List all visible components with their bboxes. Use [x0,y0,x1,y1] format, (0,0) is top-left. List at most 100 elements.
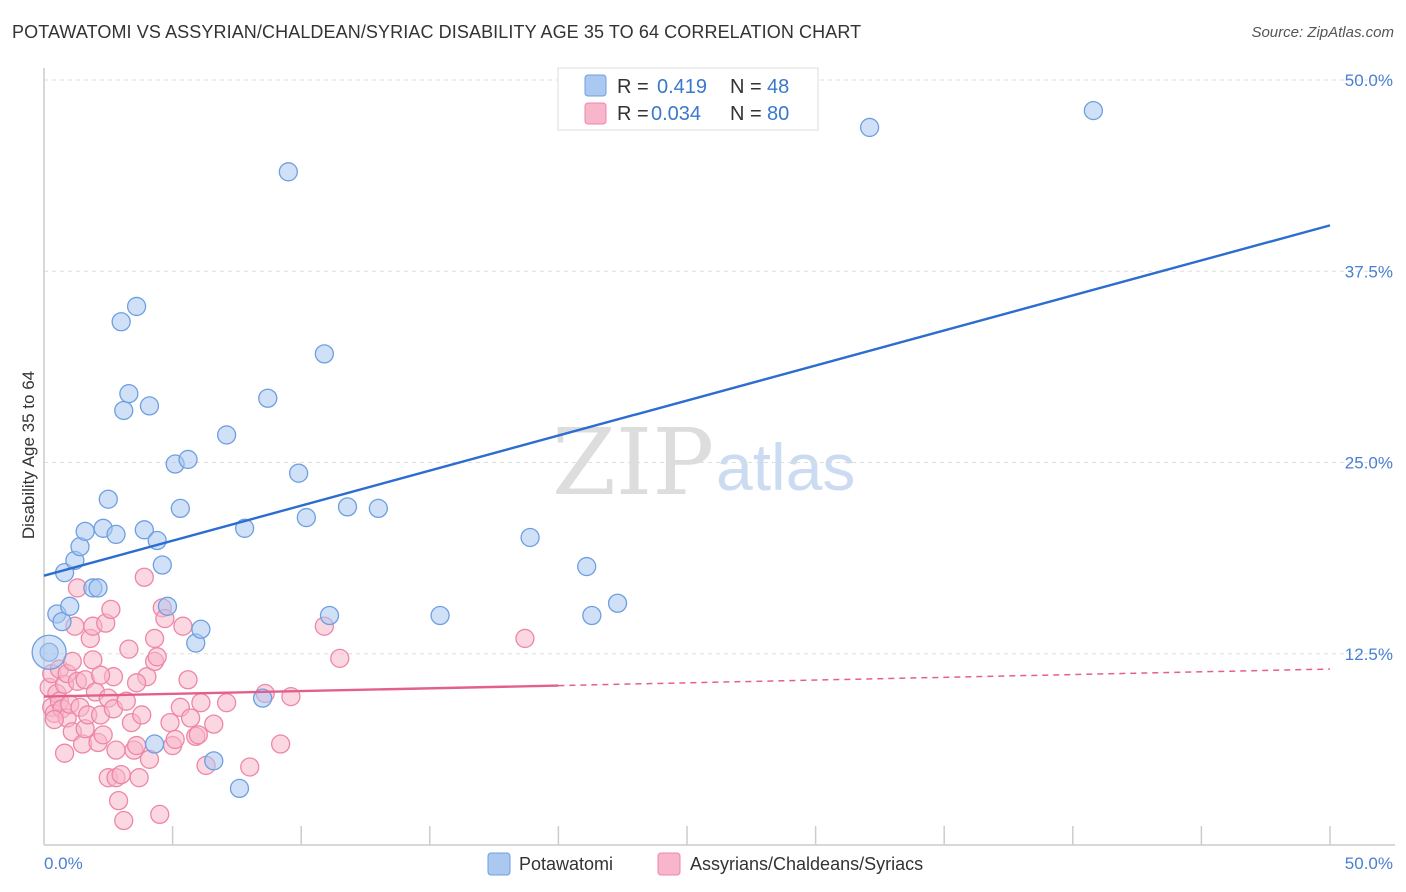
data-point-potawatomi [577,556,597,577]
data-point-assyrians [165,729,185,750]
legend-n-label: N = [730,103,762,125]
trend-line-potawatomi [43,224,1331,577]
data-point-assyrians [270,734,291,754]
trend-lines [43,224,1331,698]
bottom-legend-label: Potawatomi [519,854,613,874]
data-point-potawatomi [60,596,80,616]
data-point-assyrians [119,639,139,659]
data-point-potawatomi [229,778,250,799]
series-potawatomi-points [31,100,1104,799]
y-axis-label: Disability Age 35 to 64 [19,371,38,539]
data-point-assyrians [173,616,193,636]
data-point-potawatomi [152,555,172,575]
legend-n-value: 80 [767,103,789,125]
data-point-potawatomi [368,498,389,519]
data-point-potawatomi [582,605,602,626]
data-point-potawatomi [139,396,160,416]
legend-n-value: 48 [767,76,789,98]
data-point-assyrians [93,725,113,745]
watermark-atlas: atlas [716,430,855,504]
legend-swatch-pink [584,102,607,125]
data-point-potawatomi [234,518,255,538]
data-point-potawatomi [288,463,309,483]
data-point-assyrians [90,665,111,685]
data-point-potawatomi [157,596,178,616]
legend-r-value: 0.419 [657,76,707,98]
y-tick-label: 37.5% [1345,262,1393,281]
data-point-potawatomi [296,507,316,528]
data-point-assyrians [216,693,237,713]
series-legend: Potawatomi Assyrians/Chaldeans/Syriacs [487,852,923,876]
data-point-assyrians [111,764,131,785]
data-point-assyrians [54,743,75,763]
data-point-potawatomi [126,296,147,317]
data-point-assyrians [44,709,64,730]
watermark: ZIP atlas [552,409,855,516]
legend-r-label: R = [617,103,649,125]
data-point-assyrians [204,714,224,734]
data-point-potawatomi [106,524,126,545]
trend-line-assyrians [43,684,559,698]
data-point-assyrians [83,650,103,670]
data-point-potawatomi [216,425,237,445]
bottom-legend-swatch-blue [487,852,511,876]
data-point-assyrians [330,648,350,668]
watermark-zip: ZIP [552,409,714,516]
bottom-legend-label: Assyrians/Chaldeans/Syriacs [690,854,923,874]
data-point-assyrians [134,567,154,587]
data-point-potawatomi [607,593,628,613]
data-point-assyrians [106,740,126,760]
gridlines [44,79,1395,655]
data-point-potawatomi [859,117,880,138]
data-point-potawatomi [178,449,198,470]
data-point-potawatomi [114,400,134,421]
y-tick-label: 50.0% [1345,71,1393,90]
source-label: Source: ZipAtlas.com [1251,24,1394,41]
legend-n-label: N = [730,76,762,98]
tick-labels: 12.5% 25.0% 37.5% 50.0% 0.0% 50.0% [44,71,1393,873]
data-point-potawatomi [88,578,108,598]
legend-swatch-blue [584,74,607,97]
data-point-assyrians [180,708,201,728]
data-point-assyrians [129,768,149,788]
data-point-assyrians [101,599,121,620]
data-point-assyrians [188,725,208,745]
legend-r-label: R = [617,76,649,98]
data-point-assyrians [114,810,134,831]
data-point-potawatomi [119,383,139,404]
data-point-assyrians [150,804,170,825]
data-point-assyrians [126,673,147,693]
data-point-potawatomi [278,162,298,182]
data-point-assyrians [126,735,147,756]
axes [43,68,1395,846]
data-point-potawatomi [204,751,224,771]
data-point-potawatomi [170,498,190,519]
data-point-potawatomi [252,688,273,708]
data-point-assyrians [116,691,136,711]
data-point-assyrians [160,712,180,733]
data-point-potawatomi [52,611,72,632]
data-point-assyrians [240,757,260,777]
data-point-potawatomi [430,605,450,626]
data-point-potawatomi [191,619,211,639]
bottom-legend-swatch-pink [657,852,681,876]
series-assyrians-points [39,567,535,831]
x-tick-label: 50.0% [1345,854,1393,873]
data-point-assyrians [515,628,535,649]
data-point-potawatomi [134,520,154,540]
data-point-potawatomi [520,527,540,548]
data-point-potawatomi [314,344,334,364]
y-tick-label: 12.5% [1345,645,1393,664]
data-point-potawatomi [337,497,358,517]
data-point-potawatomi [111,312,131,332]
data-point-assyrians [132,705,152,725]
data-point-potawatomi [98,489,118,509]
chart-title: POTAWATOMI VS ASSYRIAN/CHALDEAN/SYRIAC D… [12,22,862,42]
data-point-assyrians [108,790,129,811]
data-point-potawatomi [144,734,165,754]
legend-r-value: 0.034 [651,103,701,125]
data-point-assyrians [144,628,165,649]
stats-legend: R = 0.419 N = 48 R = 0.034 N = 80 [557,67,819,131]
data-point-potawatomi [75,521,95,541]
